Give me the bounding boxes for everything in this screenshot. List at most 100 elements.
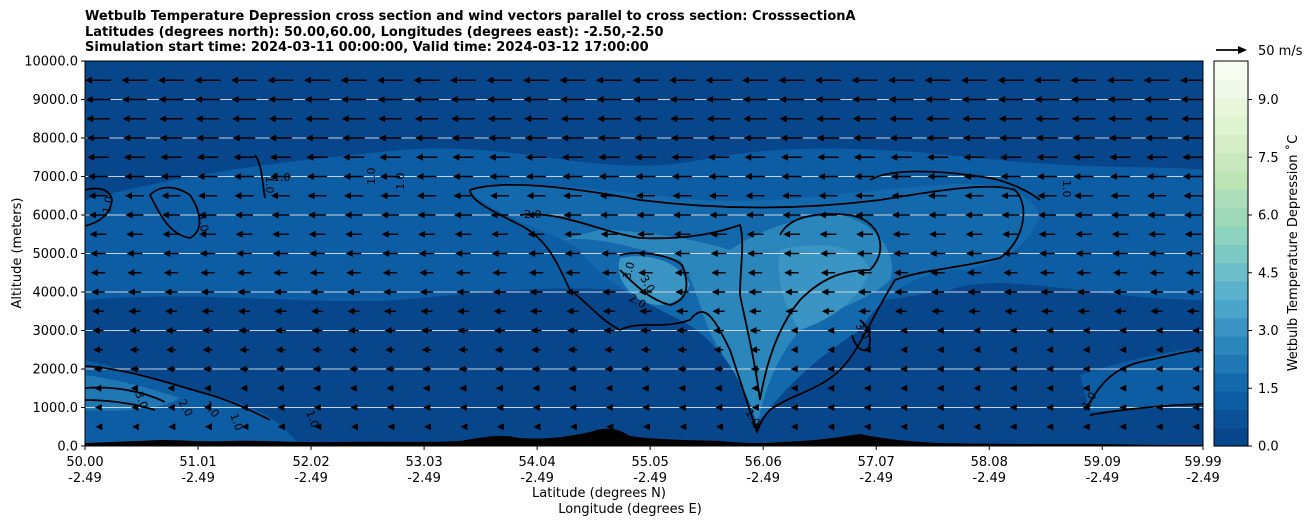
- wind-arrowhead: [782, 211, 790, 219]
- wind-arrowhead: [131, 423, 139, 431]
- wind-arrowhead: [603, 327, 611, 334]
- wind-arrowhead: [1009, 423, 1017, 431]
- wind-arrowhead: [422, 384, 430, 392]
- wind-key: 50 m/s: [1216, 44, 1303, 59]
- wind-arrowhead: [900, 404, 908, 411]
- colorbar-swatch: [1214, 171, 1248, 190]
- wind-arrowhead: [560, 115, 568, 123]
- wind-arrowhead: [342, 153, 350, 161]
- wind-arrowhead: [349, 365, 357, 373]
- wind-arrowhead: [633, 96, 641, 103]
- wind-arrowhead: [527, 211, 535, 219]
- x-axis-label-longitude: Longitude (degrees E): [558, 502, 702, 517]
- wind-arrowhead: [377, 76, 384, 84]
- wind-arrowhead: [715, 423, 723, 431]
- y-axis-label: Altitude (meters): [10, 198, 25, 309]
- wind-arrowhead: [999, 134, 1007, 142]
- wind-arrowhead: [158, 76, 165, 84]
- wind-arrowhead: [743, 134, 751, 142]
- wind-arrowhead: [314, 423, 322, 431]
- wind-arrowhead: [965, 211, 973, 219]
- wind-arrowhead: [1071, 96, 1079, 103]
- wind-arrowhead: [927, 173, 935, 180]
- wind-arrowhead: [605, 404, 613, 411]
- wind-arrowhead: [202, 327, 210, 334]
- wind-arrowhead: [888, 76, 895, 84]
- x-tick-label-lat: 56.06: [745, 455, 782, 470]
- wind-arrowhead: [900, 327, 908, 334]
- wind-arrowhead: [349, 384, 357, 392]
- wind-arrowhead: [894, 307, 902, 315]
- wind-arrowhead: [348, 346, 356, 354]
- title-line-2: Latitudes (degrees north): 50.00,60.00, …: [85, 24, 664, 40]
- wind-arrowhead: [604, 365, 612, 373]
- wind-arrowhead: [713, 346, 721, 354]
- wind-arrowhead: [562, 192, 570, 200]
- wind-arrowhead: [93, 346, 101, 354]
- wind-arrowhead: [567, 346, 575, 354]
- wind-arrowhead: [856, 250, 864, 257]
- wind-arrowhead: [677, 346, 685, 354]
- wind-arrowhead: [165, 327, 173, 334]
- wind-arrowhead: [420, 307, 428, 315]
- wind-arrowhead: [1046, 365, 1054, 373]
- wind-arrowhead: [634, 153, 642, 161]
- wind-arrowhead: [158, 96, 166, 103]
- contour-label: 1.0: [273, 171, 291, 184]
- wind-arrowhead: [162, 230, 170, 238]
- wind-arrowhead: [423, 423, 431, 431]
- y-axis: 0.0 1000.0 2000.0 3000.0 4000.0 5000.0 6000.0 7…: [24, 55, 85, 455]
- x-tick-label-lat: 57.07: [858, 455, 895, 470]
- wind-arrowhead: [708, 173, 716, 180]
- colorbar: 0.0 1.5 3.0 4.5 6.0 7.5 9.0: [1213, 60, 1279, 455]
- wind-arrowhead: [379, 173, 387, 180]
- wind-arrowhead: [131, 404, 139, 411]
- wind-arrowhead: [963, 153, 971, 161]
- wind-arrowhead: [1040, 288, 1048, 296]
- wind-arrowhead: [598, 173, 606, 180]
- wind-arrowhead: [783, 230, 791, 238]
- wind-arrowhead: [417, 211, 425, 219]
- wind-arrowhead: [378, 134, 386, 142]
- wind-arrowhead: [491, 250, 499, 257]
- wind-arrowhead: [419, 269, 427, 277]
- wind-arrowhead: [1146, 173, 1154, 180]
- wind-arrowhead: [533, 423, 541, 431]
- x-tick-label-lon: -2.49: [633, 471, 667, 486]
- wind-arrowhead: [604, 346, 612, 354]
- wind-arrowhead: [781, 192, 789, 200]
- wind-arrowhead: [386, 404, 394, 411]
- wind-arrowhead: [382, 269, 390, 277]
- colorbar-label: Wetbulb Temperature Depression ˚C: [1285, 135, 1301, 372]
- wind-arrowhead: [642, 404, 650, 411]
- wind-arrowhead: [1072, 153, 1080, 161]
- wind-arrowhead: [1107, 96, 1115, 103]
- wind-arrowhead: [234, 192, 242, 200]
- wind-arrowhead: [524, 134, 532, 142]
- contour-fill-peak: [618, 256, 690, 305]
- wind-arrowhead: [936, 346, 944, 354]
- wind-arrowhead: [1037, 192, 1045, 200]
- contour-line-10: [85, 386, 166, 403]
- chart-title: Wetbulb Temperature Depression cross sec…: [85, 9, 856, 56]
- wind-arrowhead: [491, 230, 499, 238]
- wind-arrowhead: [459, 384, 467, 392]
- wind-arrowhead: [163, 269, 171, 277]
- contour-label: 1.0: [394, 173, 407, 191]
- colorbar-frame: [1213, 60, 1249, 447]
- wind-arrowhead: [815, 96, 823, 103]
- wind-arrowhead: [487, 115, 495, 123]
- contour-label: 1.0: [365, 168, 378, 186]
- x-tick-label-lon: -2.49: [1085, 471, 1119, 486]
- wind-arrowhead: [827, 346, 835, 354]
- wind-arrowhead: [1184, 230, 1192, 238]
- wind-arrowhead: [973, 404, 981, 411]
- wind-arrowhead: [123, 153, 131, 161]
- wind-arrowhead: [1035, 134, 1043, 142]
- colorbar-swatch: [1214, 134, 1248, 154]
- wind-arrowhead: [529, 307, 537, 315]
- title-line-3: Simulation start time: 2024-03-11 00:00:…: [85, 40, 649, 55]
- wind-arrowhead: [790, 327, 798, 334]
- wind-arrowhead: [450, 76, 457, 84]
- wind-arrowhead: [748, 307, 756, 315]
